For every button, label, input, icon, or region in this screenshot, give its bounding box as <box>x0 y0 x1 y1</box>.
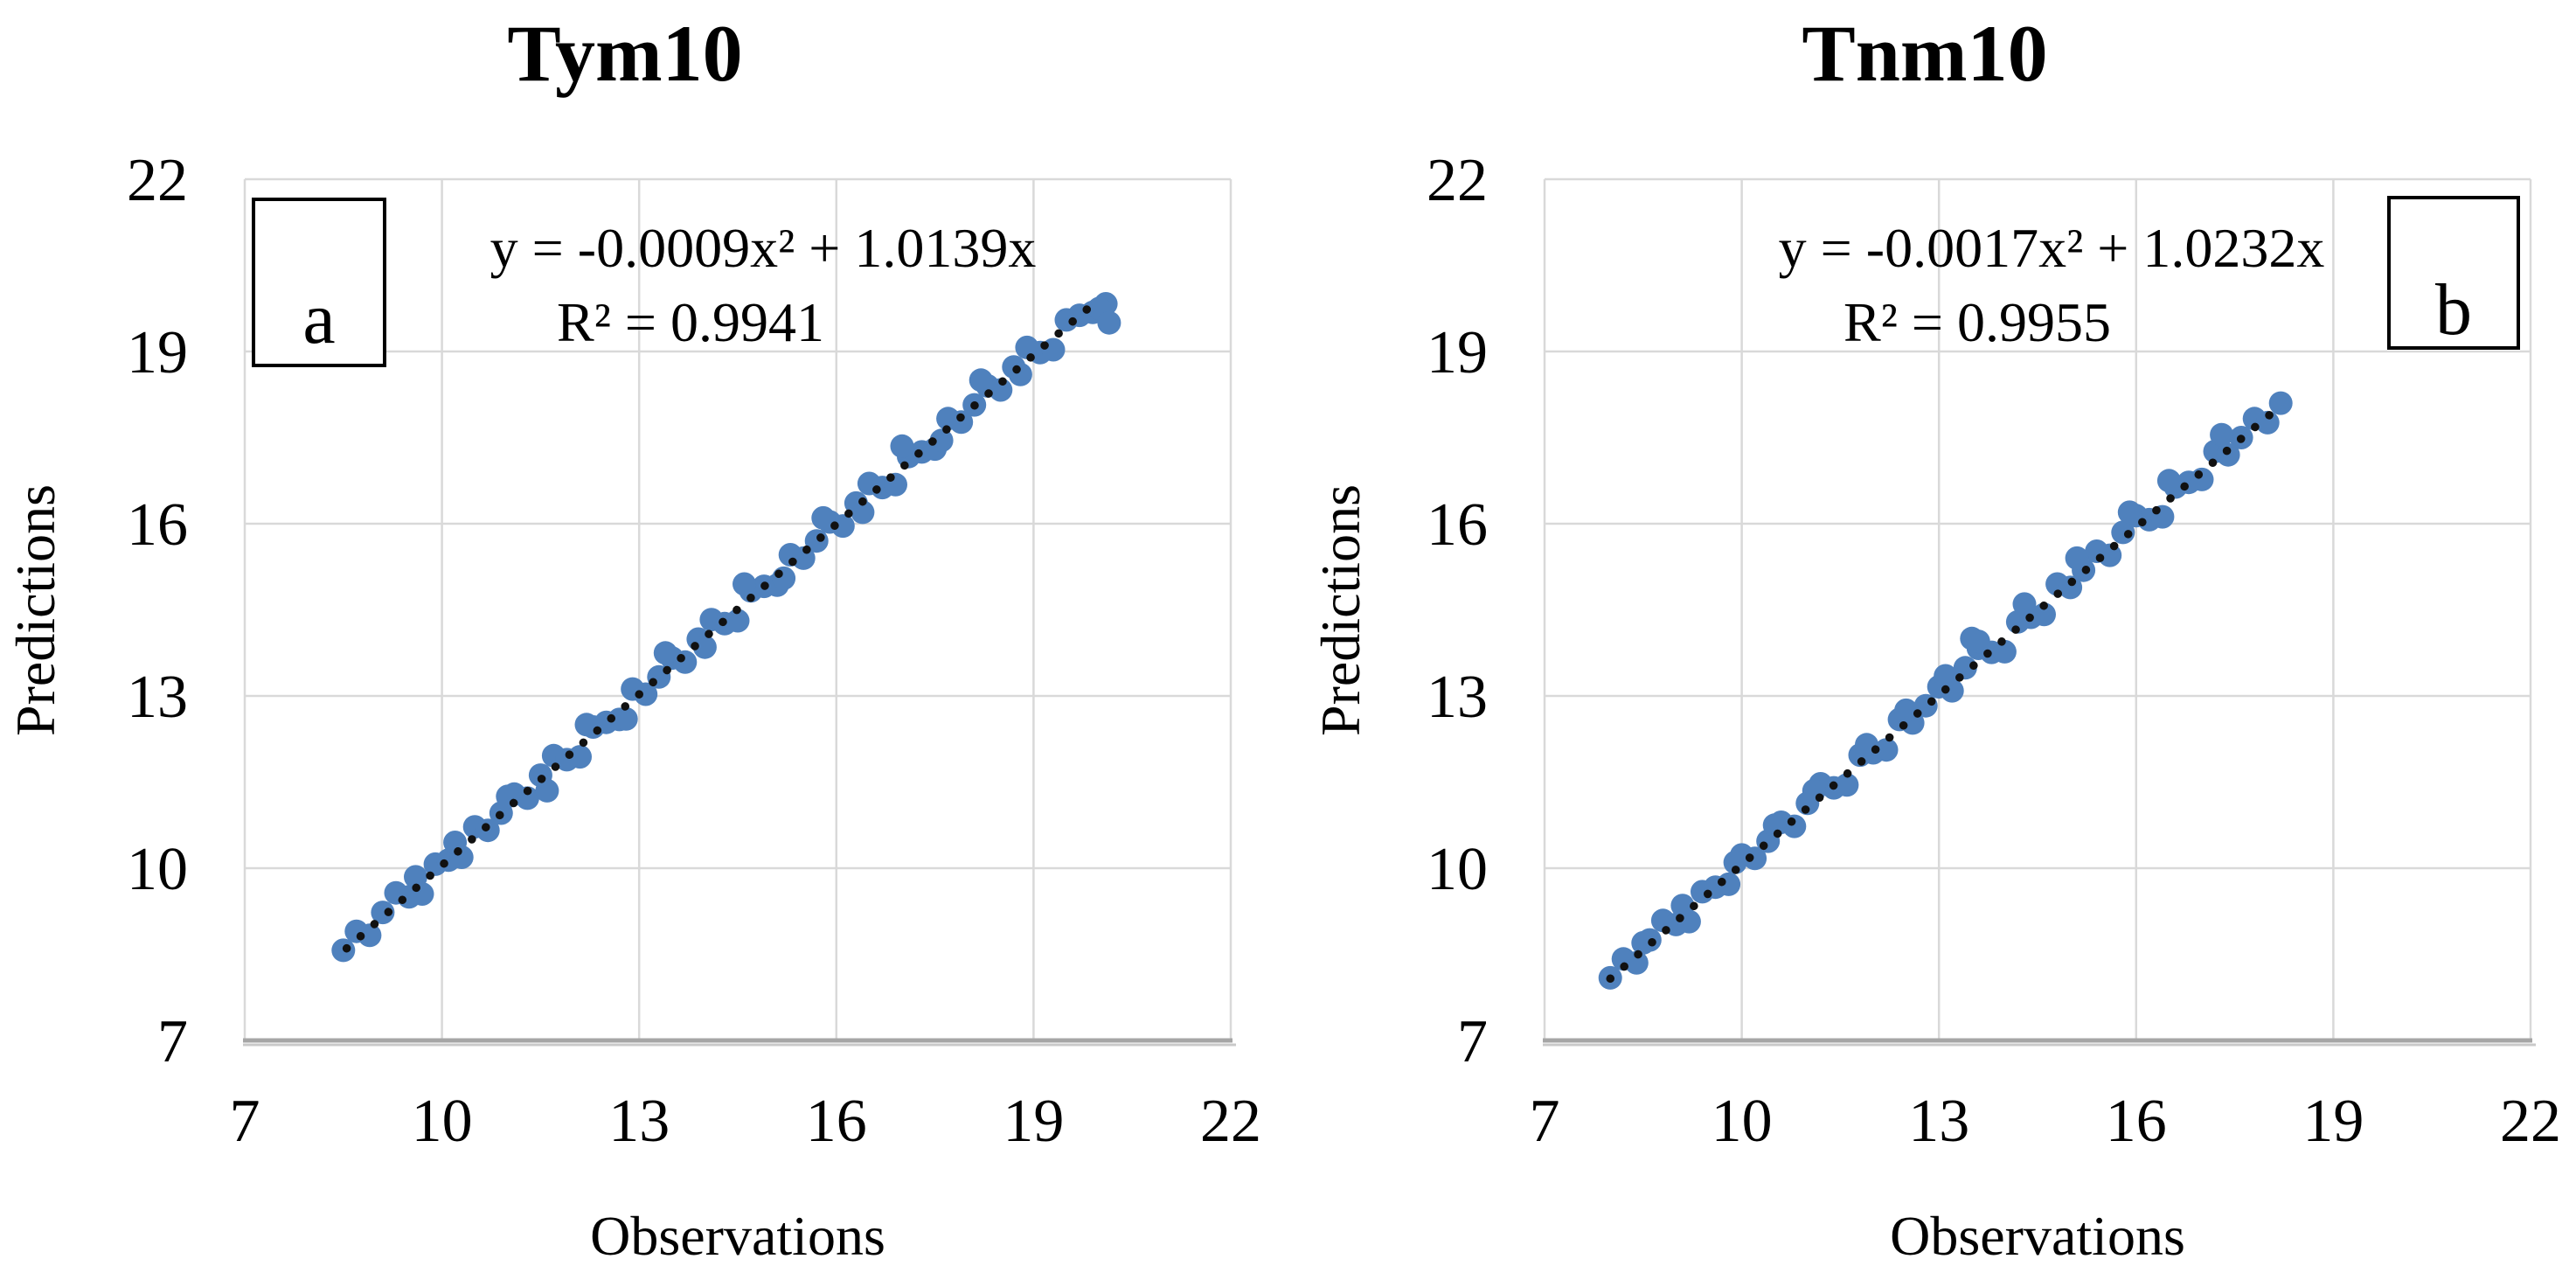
tym10-scatter-chart: 7 10 13 16 19 22 7 10 13 16 19 22 Tym10 Observation… <box>4 9 1261 1266</box>
chart-title: Tnm10 <box>1802 9 2047 98</box>
scatter-point <box>811 505 836 530</box>
scatter-point <box>1743 846 1767 871</box>
scatter-point <box>733 572 756 596</box>
scatter-point <box>614 706 638 731</box>
y-tick-label: 22 <box>1427 147 1488 214</box>
scatter-point <box>1670 894 1695 918</box>
scatter-point <box>692 635 717 659</box>
scatter-point <box>2117 500 2142 525</box>
scatter-point <box>653 641 677 665</box>
x-tick-label: 10 <box>412 1088 473 1155</box>
y-tick-label: 19 <box>1427 319 1488 386</box>
scatter-point <box>1631 930 1656 955</box>
tnm10-scatter-chart: 7 10 13 16 19 22 7 10 13 16 19 22 Tnm10 Observation… <box>1309 9 2561 1266</box>
y-tick-label: 10 <box>127 836 188 903</box>
trendline <box>1606 401 2285 984</box>
y-tick-label: 16 <box>127 491 188 559</box>
r-squared-value: R² = 0.9955 <box>1843 291 2111 353</box>
chart-title: Tym10 <box>507 9 742 98</box>
y-tick-label: 7 <box>1457 1008 1488 1075</box>
y-tick-label: 10 <box>1427 836 1488 903</box>
y-tick-label: 7 <box>157 1008 188 1075</box>
y-tick-label: 13 <box>1427 664 1488 731</box>
x-tick-label: 22 <box>1200 1088 1261 1155</box>
scatter-point <box>1966 630 1990 654</box>
x-tick-label: 13 <box>608 1088 670 1155</box>
scatter-point <box>2216 442 2240 467</box>
panel-label-box <box>2387 196 2520 350</box>
scatter-point <box>634 682 658 706</box>
scatter-point <box>969 368 993 393</box>
panel-label: b <box>2435 269 2472 351</box>
x-tick-label: 7 <box>230 1088 260 1155</box>
scatter-point <box>1992 639 2017 664</box>
r-squared-value: R² = 0.9941 <box>557 291 824 353</box>
scatter-point <box>443 831 468 854</box>
scatter-point <box>1008 362 1032 386</box>
scatter-point <box>726 609 750 633</box>
scatter-point <box>568 745 592 769</box>
scatter-point <box>1894 698 1919 722</box>
scatter-point <box>1097 310 1121 335</box>
panel-label: a <box>302 278 335 359</box>
scatter-point <box>890 434 914 458</box>
scatter-point <box>574 713 599 737</box>
scatter-point <box>371 901 395 925</box>
x-tick-label: 16 <box>806 1088 867 1155</box>
y-axis-label: Predictions <box>4 484 66 736</box>
scatter-point <box>515 786 539 810</box>
scatter-point <box>2032 602 2056 627</box>
scatter-point <box>1874 738 1899 762</box>
scatter-point <box>2059 575 2083 600</box>
y-tick-label: 16 <box>1427 491 1488 559</box>
scatter-point <box>358 923 382 948</box>
scatter-point <box>1723 850 1747 874</box>
scatter-point <box>1835 773 1859 797</box>
scatter-point <box>2156 469 2181 493</box>
panel-label-box <box>252 198 386 367</box>
x-tick-label: 16 <box>2106 1088 2167 1155</box>
y-tick-label: 19 <box>127 319 188 386</box>
x-axis-label: Observations <box>1890 1205 2185 1266</box>
x-tick-label: 19 <box>1003 1088 1064 1155</box>
x-tick-label: 22 <box>2500 1088 2561 1155</box>
scatter-point <box>535 778 559 803</box>
plot-area: 7 10 13 16 19 22 7 10 13 16 19 22 <box>1427 147 2561 1155</box>
y-axis-label: Predictions <box>1309 484 1371 736</box>
x-tick-label: 19 <box>2302 1088 2364 1155</box>
scatter-point <box>2210 422 2234 447</box>
y-tick-label: 13 <box>127 664 188 731</box>
scatter-point <box>851 500 875 525</box>
scatter-point <box>772 566 796 590</box>
chart-panel-tnm10: 7 10 13 16 19 22 7 10 13 16 19 22 Tnm10 Observation… <box>1300 0 2576 1266</box>
scatter-point <box>2065 546 2089 570</box>
scatter-point <box>2268 391 2293 415</box>
scatter-point <box>2111 520 2135 545</box>
plot-area: 7 10 13 16 19 22 7 10 13 16 19 22 <box>127 147 1261 1155</box>
x-axis-label: Observations <box>590 1205 885 1266</box>
trendline-equation: y = -0.0017x² + 1.0232x <box>1779 217 2325 279</box>
scatter-point <box>404 865 427 889</box>
scatter-point <box>989 378 1013 402</box>
scatter-point <box>2190 467 2214 491</box>
x-tick-label: 7 <box>1530 1088 1560 1155</box>
x-tick-label: 10 <box>1712 1088 1773 1155</box>
trendline <box>342 297 1101 953</box>
scatter-point <box>929 428 954 453</box>
trendline-equation: y = -0.0009x² + 1.0139x <box>490 217 1037 279</box>
scatter-point <box>2255 410 2280 435</box>
scatter-point <box>1624 950 1649 975</box>
scatter-point <box>949 410 974 435</box>
y-tick-label: 22 <box>127 147 188 214</box>
x-tick-label: 13 <box>1908 1088 1969 1155</box>
scatter-point <box>1934 664 1958 688</box>
chart-panel-tym10: 7 10 13 16 19 22 7 10 13 16 19 22 Tym10 Observation… <box>0 0 1276 1266</box>
scatter-point <box>2012 592 2037 616</box>
scatter-point <box>830 514 855 539</box>
